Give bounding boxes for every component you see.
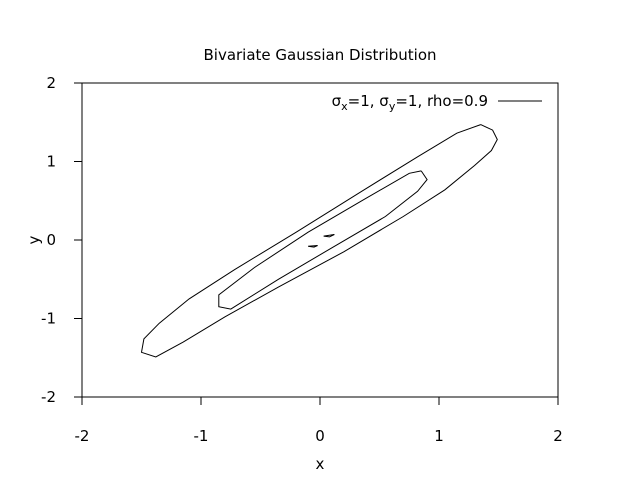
contour-outer <box>140 124 498 358</box>
contour-middle <box>218 170 428 310</box>
x-tick-label: 0 <box>315 427 325 445</box>
x-axis-label: x <box>316 455 325 473</box>
y-tick-label: 1 <box>46 153 56 171</box>
legend-sigma-y: σ <box>379 92 389 110</box>
contour-inner-1 <box>323 234 335 238</box>
y-tick-label: -2 <box>41 388 56 406</box>
legend-sub-x: x <box>341 100 348 113</box>
legend: σx=1, σy=1, rho=0.9 <box>332 92 542 113</box>
x-tick-label: 1 <box>434 427 444 445</box>
y-tick-label: 0 <box>46 231 56 249</box>
plot-frame <box>81 82 559 398</box>
legend-eq-1: =1, <box>348 92 380 110</box>
legend-sigma-x: σ <box>332 92 342 110</box>
contour-lines <box>140 124 498 358</box>
y-tick-label: 2 <box>46 74 56 92</box>
legend-label: σx=1, σy=1, rho=0.9 <box>332 92 488 113</box>
y-tick-label: -1 <box>41 310 56 328</box>
legend-eq-2: =1, rho=0.9 <box>395 92 488 110</box>
axis-ticks: -2 -1 0 1 2 -2 -1 0 1 2 <box>41 74 563 445</box>
chart-title: Bivariate Gaussian Distribution <box>203 46 436 64</box>
legend-sub-y: y <box>389 100 396 113</box>
y-axis-label: y <box>25 235 43 244</box>
contour-inner-2 <box>308 245 318 248</box>
x-tick-label: -2 <box>75 427 90 445</box>
x-tick-label: 2 <box>553 427 563 445</box>
x-tick-label: -1 <box>194 427 209 445</box>
